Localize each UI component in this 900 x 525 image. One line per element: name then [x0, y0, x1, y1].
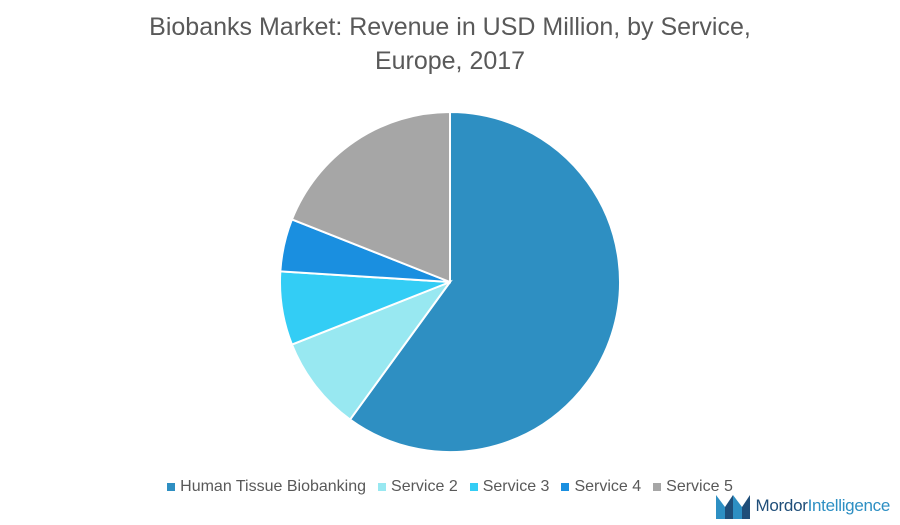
legend-label-1: Human Tissue Biobanking	[180, 478, 367, 495]
mordor-intelligence-logo: MordorIntelligence	[715, 493, 891, 519]
legend-label-3: Service 3	[482, 478, 550, 495]
legend-label-5: Service 5	[666, 478, 733, 495]
legend-item-3: Service 3	[469, 478, 550, 496]
legend-item-2: Service 2	[378, 478, 458, 496]
chart-title-line1: Biobanks Market: Revenue in USD Million,…	[149, 13, 751, 41]
legend-swatch-2	[378, 483, 387, 491]
legend-label-4: Service 4	[574, 478, 642, 495]
logo-text-part1: Mordor	[755, 496, 808, 515]
chart-title-line2: Europe, 2017	[374, 47, 526, 75]
logo-text: MordorIntelligence	[755, 496, 891, 516]
legend-label-2: Service 2	[391, 478, 458, 495]
legend-item-1: Human Tissue Biobanking	[167, 478, 366, 496]
legend-item-5: Service 5	[653, 478, 733, 496]
legend-swatch-3	[469, 483, 478, 491]
legend-item-4: Service 4	[561, 478, 641, 496]
pie-slice-1	[348, 110, 621, 453]
logo-text-part2: Intelligence	[807, 496, 891, 515]
legend-swatch-4	[561, 483, 570, 491]
legend-swatch-1	[167, 483, 176, 491]
mordor-logo-icon	[715, 495, 750, 519]
chart-title: Biobanks Market: Revenue in USD Million,…	[0, 10, 900, 78]
pie-slice-2	[290, 279, 453, 421]
chart-legend: Human Tissue Biobanking Service 2 Service …	[0, 478, 900, 496]
pie-slice-5	[290, 110, 451, 284]
legend-swatch-5	[653, 483, 662, 491]
